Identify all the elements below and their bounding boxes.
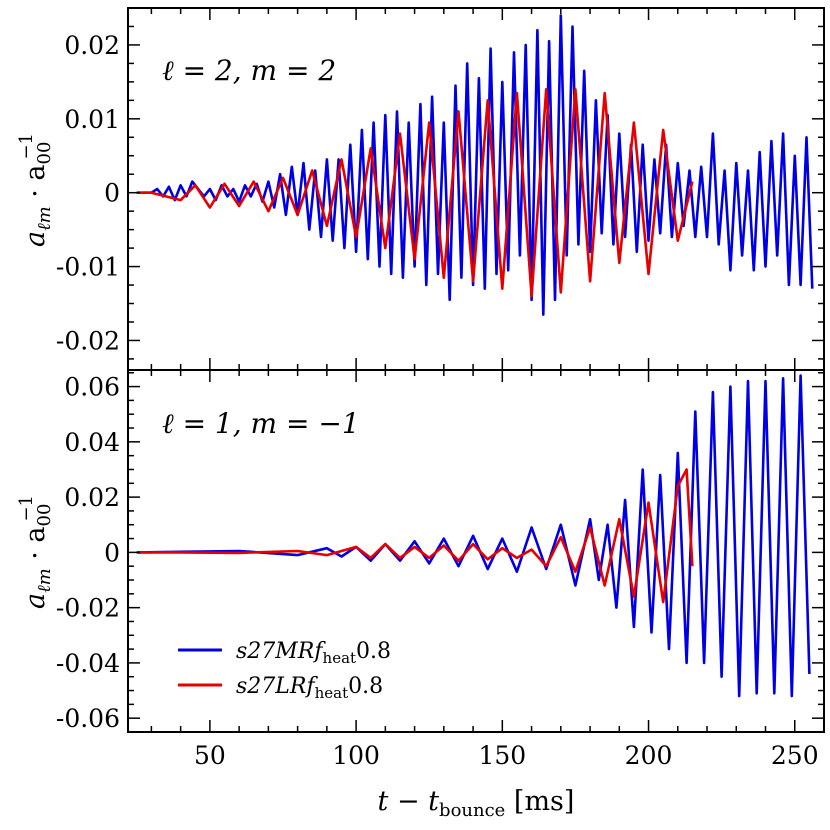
bottom-y-tick-label: 0.02 xyxy=(64,483,120,512)
bottom-y-tick-label: -0.04 xyxy=(56,649,120,678)
top-y-tick-label: -0.02 xyxy=(56,326,120,355)
bottom-series-lr-line xyxy=(136,468,694,604)
bottom-y-tick-label: -0.06 xyxy=(56,704,120,733)
bottom-y-tick-label: 0 xyxy=(104,538,120,567)
top-y-tick-label: -0.01 xyxy=(56,253,120,282)
legend: s27MRfheat0.8 s27LRfheat0.8 xyxy=(178,639,391,702)
x-tick-label: 100 xyxy=(332,741,380,770)
top-panel-annotation: ℓ = 2, m = 2 xyxy=(162,54,336,87)
bottom-y-axis-label: aℓm · a00−1 xyxy=(16,495,55,609)
top-series-mr-line xyxy=(136,14,814,316)
x-tick-label: 250 xyxy=(771,741,819,770)
top-y-tick-label: 0.02 xyxy=(64,31,120,60)
x-tick-label: 150 xyxy=(478,741,526,770)
top-y-tick-label: 0 xyxy=(104,179,120,208)
x-tick-label: 50 xyxy=(194,741,226,770)
bottom-panel-annotation: ℓ = 1, m = −1 xyxy=(162,407,360,440)
top-y-axis-label: aℓm · a00−1 xyxy=(16,133,55,247)
bottom-y-tick-label: 0.04 xyxy=(64,428,120,457)
bottom-y-tick-label: 0.06 xyxy=(64,373,120,402)
x-axis-label: t − tbounce [ms] xyxy=(378,786,575,821)
bottom-panel-frame xyxy=(127,369,825,733)
x-tick-label: 200 xyxy=(625,741,673,770)
top-series-lr-line xyxy=(136,88,694,298)
bottom-y-tick-label: -0.02 xyxy=(56,594,120,623)
bottom-panel: -0.06 -0.04 -0.02 0 0.02 0.04 0.06 50 100 150 200 2… xyxy=(56,369,825,770)
legend-label-mr: s27MRfheat0.8 xyxy=(236,639,391,667)
top-y-tick-label: 0.01 xyxy=(64,105,120,134)
legend-label-lr: s27LRfheat0.8 xyxy=(236,674,383,702)
